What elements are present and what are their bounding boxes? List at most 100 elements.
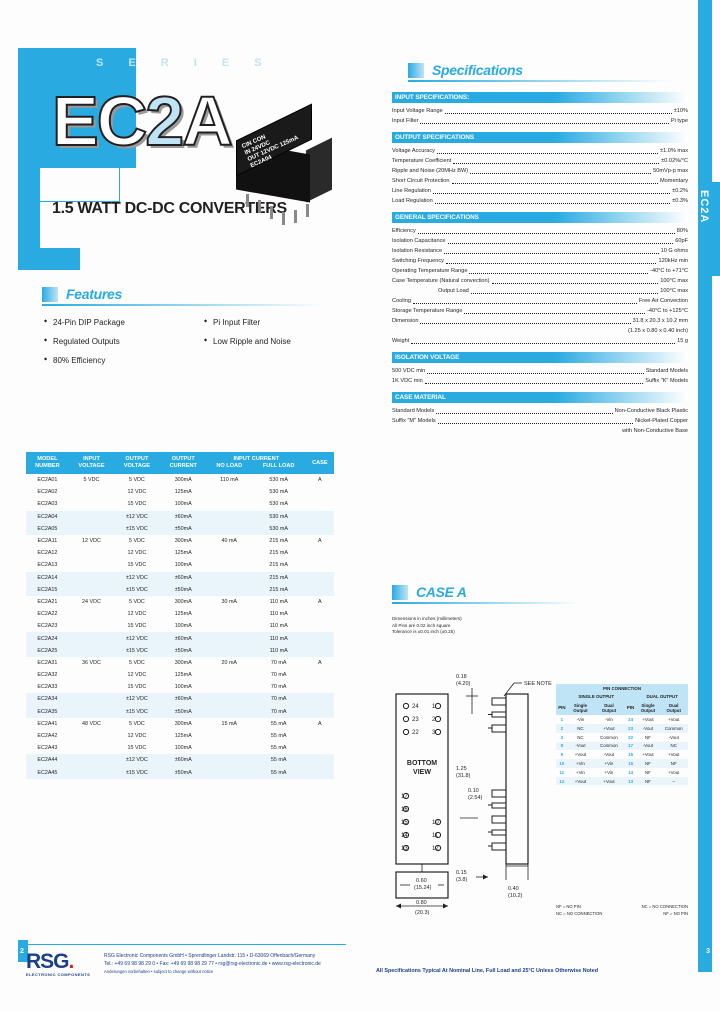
cell-output-current: 300mA — [174, 477, 192, 484]
cell-output-voltage: ±15 VDC — [114, 766, 160, 779]
spec-leader — [470, 167, 652, 174]
pin-number: 3 — [560, 734, 564, 740]
cell-model: EC2A24 — [26, 632, 69, 645]
spec-row: 500 VDC min Standard Models — [392, 366, 688, 376]
spec-value: 31.8 x 20.3 x 10.2 mm — [632, 318, 688, 324]
spec-row: Operating Temperature Range -40°C to +71°… — [392, 266, 688, 276]
spec-label: 500 VDC min — [392, 368, 426, 374]
pin-function: +Vin — [567, 759, 594, 768]
spec-label: Cooling — [392, 298, 411, 304]
svg-text:BOTTOM: BOTTOM — [407, 760, 437, 767]
cell-output-current: ±50mA — [159, 766, 207, 779]
series-side-tab: EC2A — [698, 182, 720, 276]
cell-output-voltage: 12 VDC — [127, 489, 147, 496]
cell-output-current: 300mA — [174, 538, 192, 545]
pin-connection-table: PIN CONNECTION SINGLE OUTPUT DUAL OUTPUT… — [556, 684, 688, 786]
table-row: EC2A42 12 VDC 125mA 55 mA — [26, 730, 334, 742]
pin-function: NF — [645, 769, 651, 775]
col-input-voltage: INPUT VOLTAGE — [68, 452, 115, 474]
pin-row: 2 NC +Vout 23 -Vout Common — [556, 723, 688, 733]
cell-no-load — [207, 742, 252, 754]
cell-output-current: 300mA — [174, 720, 192, 727]
specifications-rule — [408, 80, 678, 82]
col-model-number: MODEL NUMBER — [26, 452, 69, 474]
spec-leader — [444, 247, 659, 254]
cell-output-current: 100mA — [174, 562, 192, 569]
pin-row: 10 +Vin +Vin 15 NF NF — [556, 759, 688, 768]
svg-text:0.10: 0.10 — [468, 788, 479, 794]
spec-row: Cooling Free Air Convection — [392, 296, 688, 306]
cell-case — [306, 620, 334, 632]
spec-leader — [453, 157, 660, 164]
pin-subcol-single-out2: Single Output — [636, 701, 660, 716]
cell-model: EC2A13 — [37, 562, 58, 569]
spec-group-heading: OUTPUT SPECIFICATIONS — [392, 132, 688, 143]
cell-case — [306, 486, 334, 498]
svg-text:14: 14 — [401, 833, 408, 839]
svg-text:0.40: 0.40 — [508, 886, 519, 892]
cell-input-voltage — [68, 583, 115, 596]
spec-leader — [470, 287, 659, 294]
svg-text:1.25: 1.25 — [456, 766, 467, 772]
spec-label: Operating Temperature Range — [392, 268, 468, 274]
spec-value: 80% — [676, 228, 688, 234]
table-row: EC2A22 12 VDC 125mA 110 mA — [26, 608, 334, 620]
cell-model: EC2A15 — [26, 583, 69, 596]
cell-case — [306, 559, 334, 571]
pin-subcol-pin: PIN — [556, 701, 568, 716]
cell-model: EC2A43 — [37, 745, 58, 752]
spec-leader — [464, 307, 645, 314]
cell-output-voltage: 5 VDC — [128, 477, 145, 484]
cell-input-voltage — [69, 608, 114, 620]
pin-function: +Vout — [567, 776, 594, 786]
spec-row: Output Load 100°C max — [392, 286, 688, 296]
cell-model: EC2A01 — [37, 477, 58, 484]
pin-function: Common — [659, 723, 688, 733]
table-subheader-row: NO LOAD FULL LOAD — [26, 463, 334, 474]
table-row: EC2A12 12 VDC 125mA 215 mA — [26, 547, 334, 559]
cell-full-load: 55 mA — [251, 766, 306, 779]
feature-item: Low Ripple and Noise — [204, 337, 344, 346]
cell-model: EC2A03 — [37, 501, 58, 508]
cell-output-voltage: ±15 VDC — [114, 583, 160, 596]
pin-function: +Vout — [642, 752, 654, 758]
pin-number: 13 — [624, 776, 637, 786]
cell-output-voltage: ±12 VDC — [114, 510, 160, 523]
cell-case: A — [318, 477, 322, 484]
svg-text:(4.20): (4.20) — [456, 681, 471, 687]
spec-value: -40°C to +125°C — [646, 308, 688, 314]
spec-row: Standard Models Non-Conductive Black Plas… — [392, 406, 688, 416]
pin-connection-title: PIN CONNECTION — [556, 684, 688, 693]
pin-function: +Vout — [593, 723, 625, 733]
cell-no-load — [207, 608, 252, 620]
pin-subcol-dual-out: Dual Output — [593, 701, 625, 716]
spec-value: 100°C max — [660, 278, 688, 284]
spec-value: Standard Models — [645, 368, 688, 374]
pin-function: -Vout — [567, 741, 594, 751]
pin-number: 9 — [560, 752, 564, 758]
table-header-row: MODEL NUMBER INPUT VOLTAGE OUTPUT VOLTAGE O… — [26, 452, 334, 474]
cell-model: EC2A32 — [37, 672, 58, 679]
svg-text:0.15: 0.15 — [456, 870, 467, 876]
cell-no-load: 20 mA — [221, 659, 238, 666]
cell-input-voltage — [68, 754, 115, 767]
spec-leader — [412, 297, 637, 304]
cell-output-current: 125mA — [174, 489, 192, 496]
cell-output-voltage: 5 VDC — [128, 720, 145, 727]
cell-no-load: 40 mA — [221, 538, 238, 545]
features-rule — [42, 304, 330, 306]
cell-no-load — [207, 498, 252, 510]
address-line-1: RSG Electronic Components GmbH • Sprendl… — [104, 953, 316, 959]
spec-label: Short Circuit Protection — [392, 178, 450, 184]
page-number-left: 2 — [20, 948, 24, 955]
pin-footnote-left: NF = NO PIN — [556, 904, 581, 909]
cell-full-load: 530 mA — [269, 501, 288, 508]
cell-model: EC2A21 — [37, 598, 58, 605]
cell-input-voltage — [68, 766, 115, 779]
cell-output-voltage: 5 VDC — [128, 659, 145, 666]
specifications-body: INPUT SPECIFICATIONS: Input Voltage Range… — [392, 92, 688, 436]
pin-group-dual: DUAL OUTPUT — [636, 692, 688, 702]
spec-label: Isolation Resistance — [392, 248, 443, 254]
cell-full-load: 70 mA — [270, 672, 287, 679]
page-subtitle: 1.5 WATT DC-DC CONVERTERS — [52, 200, 287, 217]
